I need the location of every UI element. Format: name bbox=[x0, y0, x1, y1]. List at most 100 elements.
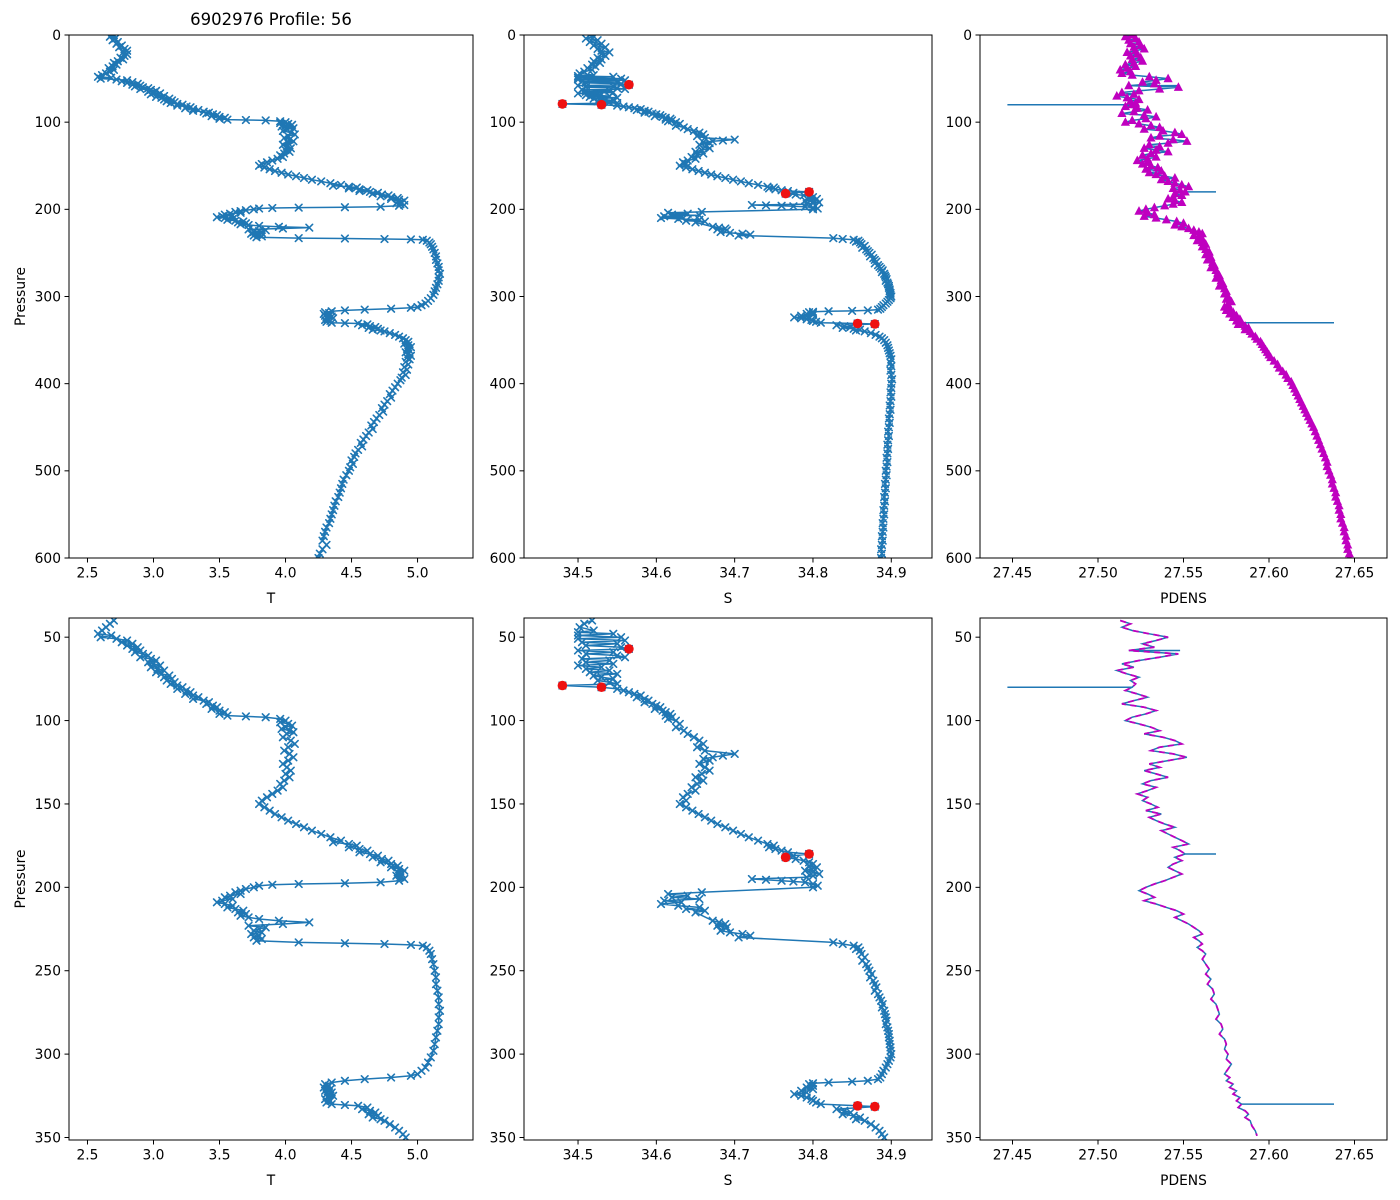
x-tick-label: 34.5 bbox=[563, 566, 594, 582]
flagged-point bbox=[557, 99, 568, 109]
flagged-point bbox=[852, 318, 863, 329]
x-tick-label: 27.45 bbox=[993, 566, 1033, 582]
y-tick-label: 250 bbox=[490, 964, 516, 980]
x-tick-label: 27.55 bbox=[1164, 1148, 1204, 1164]
x-tick-label: 27.50 bbox=[1078, 566, 1118, 582]
flagged-point bbox=[804, 849, 814, 859]
flagged-point bbox=[870, 1101, 880, 1112]
y-tick-label: 100 bbox=[946, 115, 972, 131]
x-axis: 2.5 3.0 3.5 4.0 4.5 5.0 T bbox=[77, 558, 429, 607]
axes-frame bbox=[68, 34, 474, 559]
y-axis: 0 100 200 300 400 500 600 bbox=[490, 28, 524, 567]
profile-line bbox=[97, 35, 441, 558]
x-markers bbox=[93, 618, 445, 1140]
data-area-S bbox=[557, 35, 897, 558]
y-axis: 0 100 200 300 400 500 600 Pressure bbox=[13, 28, 69, 567]
x-tick-label: 27.60 bbox=[1249, 566, 1289, 582]
x-tick-label: 27.65 bbox=[1335, 1148, 1375, 1164]
data-area-S bbox=[557, 618, 896, 1140]
profile-line bbox=[96, 619, 441, 1138]
y-tick-label: 200 bbox=[946, 202, 972, 218]
y-tick-label: 0 bbox=[52, 28, 61, 44]
x-tick-label: 34.8 bbox=[798, 566, 829, 582]
x-tick-label: 34.7 bbox=[719, 1148, 750, 1164]
y-tick-label: 200 bbox=[946, 880, 972, 896]
flagged-point bbox=[596, 682, 607, 692]
x-tick-label: 3.5 bbox=[209, 1148, 231, 1164]
y-tick-label: 250 bbox=[946, 964, 972, 980]
y-tick-label: 100 bbox=[490, 115, 516, 131]
flagged-qc-markers bbox=[557, 79, 880, 329]
y-tick-label: 300 bbox=[490, 289, 516, 305]
data-area-PDENS bbox=[1007, 35, 1354, 558]
y-axis: 0 100 200 300 400 500 600 bbox=[946, 28, 980, 567]
y-tick-label: 100 bbox=[946, 713, 972, 729]
data-area-T bbox=[93, 618, 445, 1140]
x-axis: 34.5 34.6 34.7 34.8 34.9 S bbox=[563, 558, 907, 607]
y-tick-label: 150 bbox=[490, 797, 516, 813]
y-tick-label: 100 bbox=[35, 713, 61, 729]
flagged-point bbox=[624, 79, 634, 90]
x-tick-label: 4.0 bbox=[275, 566, 297, 582]
x-tick-label: 3.0 bbox=[143, 1148, 165, 1164]
y-tick-label: 50 bbox=[954, 630, 972, 646]
x-tick-label: 34.8 bbox=[798, 1148, 829, 1164]
y-tick-label: 300 bbox=[35, 289, 61, 305]
y-axis: 50 100 150 200 250 300 350 bbox=[946, 630, 980, 1146]
x-axis: 27.45 27.50 27.55 27.60 27.65 PDENS bbox=[993, 1140, 1375, 1189]
panel-S-full-depth: 34.5 34.6 34.7 34.8 34.9 S 0 100 200 300 400 500 600 bbox=[490, 28, 933, 607]
y-tick-label: 100 bbox=[490, 713, 516, 729]
flagged-point bbox=[852, 1101, 863, 1111]
y-tick-label: 250 bbox=[35, 964, 61, 980]
x-axis: 34.5 34.6 34.7 34.8 34.9 S bbox=[563, 1140, 907, 1189]
figure-title: 6902976 Profile: 56 bbox=[190, 10, 352, 29]
x-tick-label: 4.5 bbox=[341, 1148, 363, 1164]
y-tick-label: 600 bbox=[35, 551, 61, 567]
y-tick-label: 300 bbox=[35, 1047, 61, 1063]
y-axis-label-pressure: Pressure bbox=[13, 267, 29, 326]
x-axis-label-T: T bbox=[266, 591, 276, 607]
flagged-point bbox=[804, 187, 814, 197]
x-tick-label: 5.0 bbox=[407, 1148, 429, 1164]
panel-T-full-depth: 2.5 3.0 3.5 4.0 4.5 5.0 T 0 100 200 300 400 500 600 Pr… bbox=[13, 28, 474, 607]
x-tick-label: 27.50 bbox=[1078, 1148, 1118, 1164]
y-tick-label: 600 bbox=[490, 551, 516, 567]
y-tick-label: 0 bbox=[507, 28, 516, 44]
flagged-qc-markers bbox=[557, 644, 880, 1112]
x-tick-label: 27.45 bbox=[993, 1148, 1033, 1164]
axes-frame bbox=[523, 617, 933, 1141]
y-tick-label: 200 bbox=[490, 880, 516, 896]
x-tick-label: 5.0 bbox=[407, 566, 429, 582]
flagged-point bbox=[596, 99, 607, 110]
profile-line bbox=[1007, 35, 1351, 558]
axes-frame bbox=[523, 34, 933, 559]
y-tick-label: 150 bbox=[35, 797, 61, 813]
axes-frame bbox=[979, 617, 1388, 1141]
x-tick-label: 34.6 bbox=[641, 566, 672, 582]
y-tick-label: 500 bbox=[35, 464, 61, 480]
x-axis-label-PDENS: PDENS bbox=[1160, 591, 1207, 607]
axes-frame bbox=[979, 34, 1388, 559]
flagged-point bbox=[780, 852, 791, 863]
x-markers bbox=[558, 35, 897, 558]
x-tick-label: 34.7 bbox=[719, 566, 750, 582]
panel-PDENS-full-depth: 27.45 27.50 27.55 27.60 27.65 PDENS 0 100 200 300… bbox=[946, 28, 1388, 607]
y-axis: 50 100 150 200 250 300 350 bbox=[490, 630, 524, 1146]
panel-T-zoom-upper: 2.5 3.0 3.5 4.0 4.5 5.0 T 50 100 150 200 250 300 350 P… bbox=[13, 617, 474, 1189]
axes-frame bbox=[68, 617, 474, 1141]
y-tick-label: 200 bbox=[490, 202, 516, 218]
flagged-point bbox=[780, 188, 791, 199]
x-tick-label: 4.0 bbox=[275, 1148, 297, 1164]
profile-line bbox=[562, 619, 893, 1138]
y-tick-label: 600 bbox=[946, 551, 972, 567]
profile-line bbox=[562, 35, 893, 558]
y-tick-label: 150 bbox=[946, 797, 972, 813]
y-tick-label: 500 bbox=[490, 464, 516, 480]
data-area-PDENS bbox=[1007, 619, 1334, 1137]
x-markers bbox=[558, 618, 896, 1140]
y-tick-label: 350 bbox=[35, 1130, 61, 1146]
y-tick-label: 350 bbox=[490, 1130, 516, 1146]
x-axis: 2.5 3.0 3.5 4.0 4.5 5.0 T bbox=[77, 1140, 429, 1189]
